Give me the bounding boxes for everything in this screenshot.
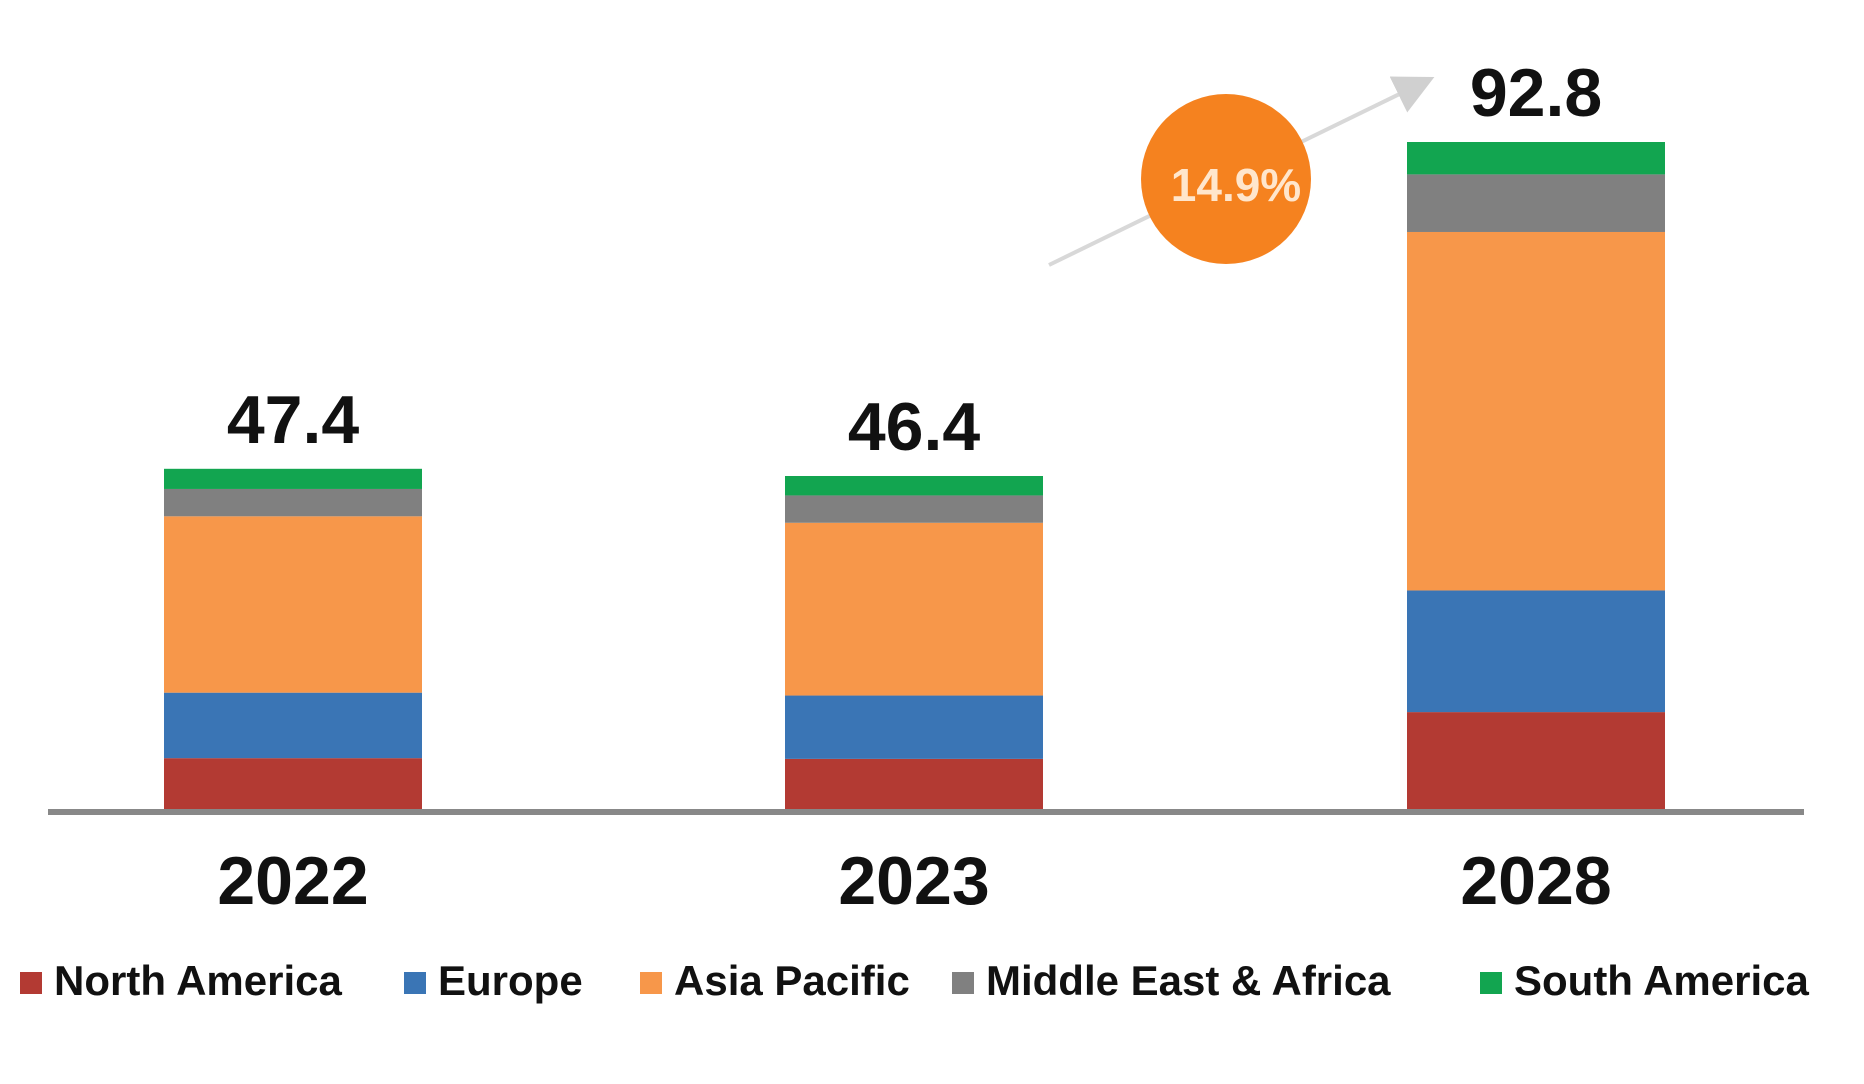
- bar-segment: [1407, 174, 1665, 232]
- total-label: 92.8: [1470, 55, 1602, 131]
- x-tick-label: 2023: [838, 843, 989, 919]
- bar-segment: [785, 495, 1043, 523]
- legend-swatch: [952, 972, 974, 994]
- x-tick-label: 2028: [1460, 843, 1611, 919]
- cagr-badge: [1141, 94, 1311, 264]
- total-label: 46.4: [848, 389, 981, 465]
- legend-label: Middle East & Africa: [986, 957, 1391, 1004]
- legend-swatch: [640, 972, 662, 994]
- bar-segment: [164, 692, 422, 759]
- bar-segment: [164, 468, 422, 489]
- legend-label: North America: [54, 957, 342, 1004]
- bar-segment: [164, 516, 422, 693]
- bar-segment: [1407, 712, 1665, 810]
- bar-segment: [1407, 231, 1665, 591]
- bar-segment: [785, 476, 1043, 496]
- legend-label: Asia Pacific: [674, 957, 910, 1004]
- legend-swatch: [1480, 972, 1502, 994]
- legend-label: South America: [1514, 957, 1809, 1004]
- bar-segment: [785, 758, 1043, 810]
- x-tick-label: 2022: [217, 843, 368, 919]
- bar-segment: [785, 522, 1043, 696]
- legend-swatch: [404, 972, 426, 994]
- bar-segment: [164, 488, 422, 517]
- bar-segment: [1407, 142, 1665, 175]
- cagr-label: 14.9%: [1171, 159, 1301, 211]
- legend-swatch: [20, 972, 42, 994]
- bar-segment: [164, 758, 422, 810]
- total-label: 47.4: [227, 382, 360, 458]
- legend-label: Europe: [438, 957, 583, 1004]
- bar-segment: [1407, 590, 1665, 713]
- bar-segment: [785, 695, 1043, 759]
